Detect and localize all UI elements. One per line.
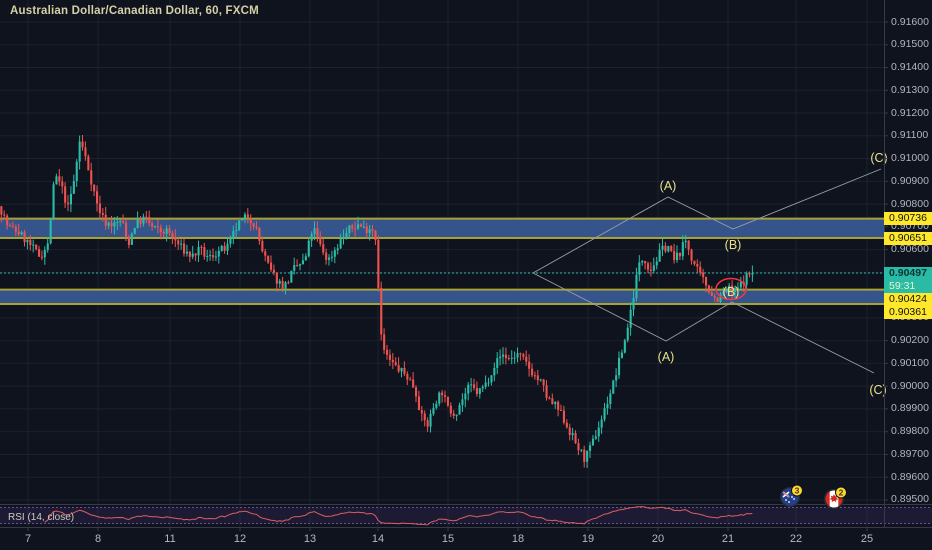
price-tick-label: 0.90800 (891, 197, 929, 210)
australia-events-icon[interactable]: 3 (777, 483, 804, 515)
price-tick-label: 0.91400 (891, 61, 929, 74)
price-tick-label: 0.90200 (891, 334, 929, 347)
wave-label[interactable]: (B) (723, 285, 740, 299)
red-circle-annotation[interactable] (715, 277, 747, 301)
price-tick-label: 0.91000 (891, 152, 929, 165)
time-tick-label: 7 (24, 533, 32, 545)
svg-text:2: 2 (839, 487, 844, 497)
grid (0, 0, 884, 527)
time-tick-label: 13 (303, 533, 317, 545)
rsi-indicator-label[interactable]: RSI (14, close) (8, 512, 75, 523)
resistance-zone[interactable] (0, 217, 884, 239)
time-tick-label: 12 (233, 533, 247, 545)
price-tick-label: 0.90600 (891, 243, 929, 256)
time-tick-label: 25 (860, 533, 874, 545)
time-tick-label: 14 (371, 533, 385, 545)
time-tick-label: 22 (789, 533, 803, 545)
price-tick-label: 0.90900 (891, 174, 929, 187)
wave-label[interactable]: (A) (660, 179, 677, 193)
price-tick-label: 0.91600 (891, 15, 929, 28)
price-tick-label: 0.89900 (891, 402, 929, 415)
rsi-line (44, 506, 753, 526)
countdown-label: 59:31 (884, 280, 932, 294)
wave-label[interactable]: (C) (870, 151, 887, 165)
price-tick-label: 0.91200 (891, 106, 929, 119)
last-price-label: 0.90497 (884, 266, 932, 280)
price-tick-label: 0.89500 (891, 493, 929, 506)
price-tick-label: 0.89800 (891, 425, 929, 438)
support-zone[interactable] (0, 288, 884, 305)
price-tick-label: 0.90100 (891, 356, 929, 369)
rsi-band (0, 507, 932, 524)
price-tick-label: 0.91300 (891, 83, 929, 96)
alert-price-label: 0.90736 (884, 212, 932, 226)
alert-price-label: 0.90424 (884, 293, 932, 306)
price-axis[interactable]: 0.91600 0.91500 0.91400 0.91300 0.91200 0.911… (884, 0, 932, 527)
price-tick-label: 0.89700 (891, 447, 929, 460)
time-tick-label: 8 (94, 533, 102, 545)
wave-projection-upper[interactable]: (A) (B) (C) (532, 151, 888, 274)
price-tick-label: 0.90000 (891, 379, 929, 392)
time-tick-label: 15 (441, 533, 455, 545)
time-tick-label: 19 (581, 533, 595, 545)
candles (0, 135, 754, 468)
svg-text:3: 3 (795, 485, 800, 495)
wave-label[interactable]: (A) (658, 350, 675, 364)
wave-label[interactable]: (B) (725, 238, 742, 252)
event-count-badge (835, 486, 847, 499)
time-axis[interactable]: 7 8 11 12 13 14 15 18 19 20 21 22 25 (0, 527, 932, 550)
event-count-badge (791, 484, 803, 497)
wave-projection-lower[interactable]: (A) (B) (C) (532, 272, 887, 397)
time-tick-label: 21 (721, 533, 735, 545)
wave-label[interactable]: (C) (869, 383, 886, 397)
alert-price-label: 0.90361 (884, 306, 932, 319)
alert-price-label: 0.90651 (884, 231, 932, 245)
canada-events-icon[interactable]: 2 (821, 485, 848, 517)
time-tick-label: 11 (164, 533, 176, 545)
price-tick-label: 0.91100 (891, 129, 929, 142)
price-tick-label: 0.89600 (891, 470, 929, 483)
time-tick-label: 20 (651, 533, 665, 545)
symbol-title[interactable]: Australian Dollar/Canadian Dollar, 60, F… (10, 5, 259, 17)
price-tick-label: 0.91500 (891, 38, 929, 51)
time-tick-label: 18 (511, 533, 525, 545)
